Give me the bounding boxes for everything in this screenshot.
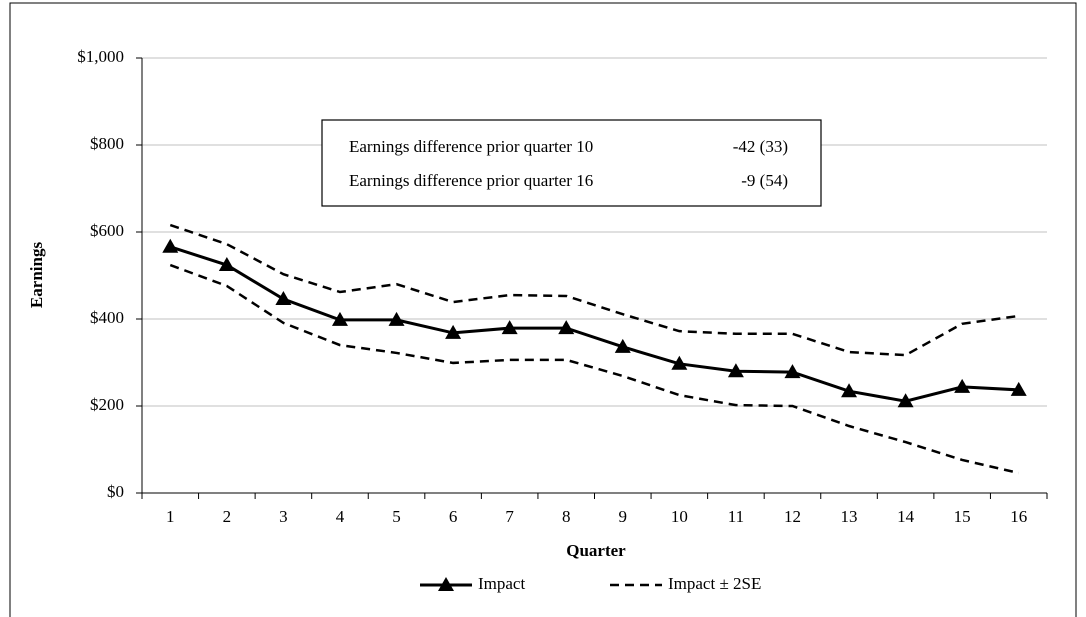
- marker: [954, 378, 971, 393]
- y-tick-label: $600: [90, 221, 124, 240]
- lower-bound-line: [169, 263, 1020, 475]
- x-tick-label: 14: [897, 507, 915, 526]
- marker: [445, 324, 462, 339]
- legend-label: Impact ± 2SE: [668, 574, 761, 593]
- y-tick-label: $200: [90, 395, 124, 414]
- marker: [1010, 381, 1027, 396]
- annotation-text: Earnings difference prior quarter 10: [349, 137, 593, 156]
- marker: [558, 320, 575, 335]
- annotation-value: -42 (33): [733, 137, 788, 156]
- marker: [275, 290, 292, 305]
- impact-line: [169, 245, 1019, 403]
- chart-border: [9, 2, 1077, 617]
- y-axis-label: Earnings: [27, 242, 46, 309]
- y-tick-label: $400: [90, 308, 124, 327]
- marker: [727, 363, 744, 378]
- x-tick-label: 9: [619, 507, 628, 526]
- x-tick-label: 5: [392, 507, 401, 526]
- legend-marker: [438, 577, 454, 591]
- y-tick-label: $800: [90, 134, 124, 153]
- x-tick-label: 2: [223, 507, 232, 526]
- marker: [841, 383, 858, 398]
- marker: [897, 393, 914, 408]
- x-tick-label: 6: [449, 507, 458, 526]
- x-tick-label: 13: [841, 507, 858, 526]
- legend-label: Impact: [478, 574, 525, 593]
- annotation-value: -9 (54): [741, 171, 788, 190]
- x-tick-label: 1: [166, 507, 175, 526]
- x-tick-label: 12: [784, 507, 801, 526]
- marker: [501, 320, 518, 335]
- x-tick-label: 4: [336, 507, 345, 526]
- x-tick-label: 15: [954, 507, 971, 526]
- marker: [784, 364, 801, 379]
- x-tick-label: 8: [562, 507, 571, 526]
- marker: [671, 355, 688, 370]
- y-tick-label: $1,000: [77, 47, 124, 66]
- marker: [162, 238, 179, 253]
- y-tick-label: $0: [107, 482, 124, 501]
- x-tick-label: 10: [671, 507, 688, 526]
- annotation-text: Earnings difference prior quarter 16: [349, 171, 593, 190]
- upper-bound-line: [169, 223, 1019, 357]
- marker: [388, 311, 405, 326]
- marker: [614, 338, 631, 353]
- x-tick-label: 3: [279, 507, 288, 526]
- x-tick-label: 7: [505, 507, 514, 526]
- marker: [331, 311, 348, 326]
- x-tick-label: 16: [1010, 507, 1027, 526]
- x-axis-label: Quarter: [566, 541, 626, 560]
- annotation-box: [321, 119, 822, 207]
- x-tick-label: 11: [728, 507, 744, 526]
- marker: [218, 257, 235, 272]
